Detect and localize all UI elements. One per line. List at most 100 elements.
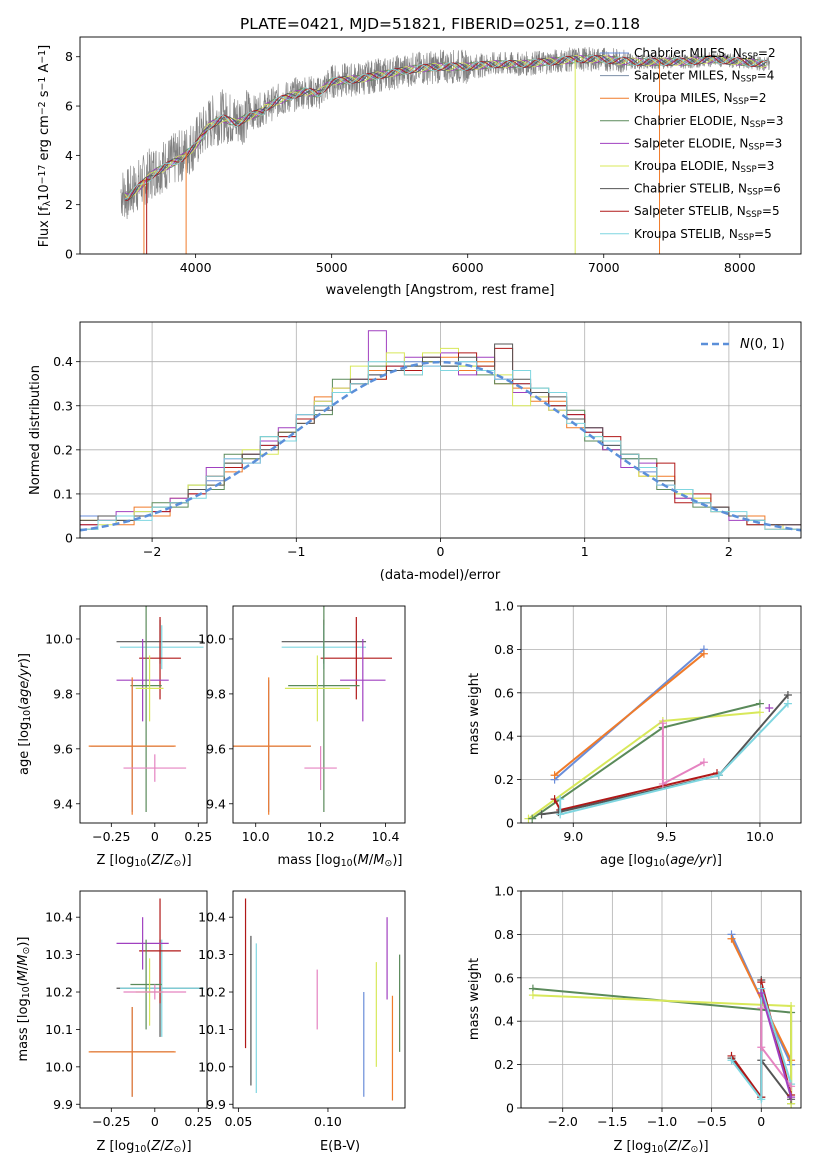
x-tick-label: 8000 xyxy=(724,260,756,275)
label-part: ⊙ xyxy=(691,1144,699,1155)
axes-weight_vs_Z: −2.0 −1.5 −1.0 −0.5 0 0 0.2 0.4 0.6 0.8 1.0 Z [log1… xyxy=(467,884,802,1155)
axes-frame xyxy=(79,890,208,1109)
label-part: M xyxy=(358,853,369,868)
label-part: age [log xyxy=(600,853,653,868)
label-part: 10 xyxy=(341,858,353,869)
y-tick-label: 6 xyxy=(65,99,73,114)
y-tick-label: 9.9 xyxy=(206,1097,226,1112)
axes-frame xyxy=(79,36,802,255)
label-part: Z [log xyxy=(613,1139,651,1154)
weight-line xyxy=(559,702,789,816)
legend-label: Kroupa MILES, NSSP=2 xyxy=(634,91,767,107)
y-tick-label: 8 xyxy=(65,49,73,64)
x-tick-label: 0.05 xyxy=(224,1114,252,1129)
weight-marker xyxy=(757,1004,766,1013)
x-tick-label: 5000 xyxy=(316,260,348,275)
y-tick-label: 0.1 xyxy=(53,486,73,501)
label-part: SSP xyxy=(741,165,757,175)
label-part: mass [log xyxy=(278,853,341,868)
weight-marker xyxy=(755,699,764,708)
label-part: )] xyxy=(181,1139,191,1154)
label-part: ] xyxy=(37,45,52,50)
label-part: −17 xyxy=(37,165,48,185)
label-part: ( xyxy=(16,981,31,986)
y-tick-label: 9.8 xyxy=(206,686,226,701)
label-part: ( xyxy=(665,853,670,868)
weight-marker xyxy=(757,1043,766,1052)
label-part: SSP xyxy=(742,52,758,62)
label-part: Z [log xyxy=(96,1139,134,1154)
label-part: erg cm xyxy=(37,115,52,164)
axes-frame xyxy=(79,605,208,824)
label-part: Chabrier STELIB, N xyxy=(634,182,747,196)
x-tick-label: −1.5 xyxy=(597,1114,627,1129)
x-axis-label: age [log10(age/yr)] xyxy=(600,853,722,869)
weight-marker xyxy=(537,810,546,819)
axes-residuals: −2 −1 0 1 2 0 0.1 0.2 0.3 0.4 N(0, 1) (data-model)/… xyxy=(28,321,802,583)
x-tick-label: 0.10 xyxy=(314,1114,342,1129)
plot-area xyxy=(524,645,792,823)
x-tick-label: 9.0 xyxy=(563,829,583,844)
label-part: )] xyxy=(712,853,722,868)
weight-marker xyxy=(787,1093,796,1102)
label-part: M xyxy=(16,955,31,966)
y-tick-label: 9.6 xyxy=(53,741,73,756)
x-tick-label: 4000 xyxy=(180,260,212,275)
label-part: A xyxy=(37,64,52,77)
y-tick-label: 0 xyxy=(506,816,514,831)
weight-line xyxy=(541,694,789,816)
x-tick-label: 10.0 xyxy=(746,829,774,844)
x-tick-label: −0.5 xyxy=(696,1114,726,1129)
plot-area xyxy=(244,898,401,1101)
x-tick-label: 10.4 xyxy=(372,829,400,844)
weight-line xyxy=(531,702,761,820)
label-part: −1 xyxy=(37,77,48,91)
x-axis-label: Z [log10(Z/Z⊙)] xyxy=(96,1139,191,1155)
label-part: Kroupa STELIB, N xyxy=(634,227,738,241)
weight-line xyxy=(553,652,705,777)
label-part: ( xyxy=(17,705,32,710)
label-part: mass [log xyxy=(16,998,31,1061)
label-part: / xyxy=(369,853,374,868)
model-spectrum xyxy=(124,55,767,202)
model-spectrum xyxy=(124,55,767,201)
plot-area xyxy=(120,47,770,254)
plot-area xyxy=(88,898,204,1097)
label-part: =2 xyxy=(758,46,776,60)
label-part: N xyxy=(740,337,750,352)
y-tick-label: 9.4 xyxy=(53,796,73,811)
y-tick-label: 10.1 xyxy=(45,1022,73,1037)
y-tick-label: 0.3 xyxy=(53,398,73,413)
axes-frame xyxy=(232,890,406,1109)
x-tick-label: −0.25 xyxy=(92,829,130,844)
weight-marker xyxy=(550,771,559,780)
x-tick-label: −2 xyxy=(143,544,161,559)
label-part: 10 xyxy=(653,858,665,869)
weight-marker xyxy=(556,795,565,804)
weight-line xyxy=(553,772,718,812)
label-part: age [log xyxy=(17,722,32,775)
label-part: age/yr xyxy=(17,661,32,704)
x-axis-label: wavelength [Angstrom, rest frame] xyxy=(326,283,555,298)
label-part: ( xyxy=(146,853,151,868)
x-axis-label: Z [log10(Z/Z⊙)] xyxy=(613,1139,708,1155)
weight-marker xyxy=(765,703,774,712)
label-part: Salpeter ELODIE, N xyxy=(634,136,748,150)
y-tick-label: 10.2 xyxy=(45,985,73,1000)
x-axis-label: E(B-V) xyxy=(320,1139,360,1154)
label-part: ⊙ xyxy=(385,858,393,869)
x-tick-label: 0.25 xyxy=(184,1114,212,1129)
label-part: −1 xyxy=(37,50,48,64)
label-part: )] xyxy=(181,853,191,868)
label-part: =5 xyxy=(762,204,780,218)
label-part: Salpeter STELIB, N xyxy=(634,204,746,218)
weight-marker xyxy=(783,699,792,708)
label-part: Z xyxy=(681,1139,692,1154)
label-part: 10 xyxy=(21,986,32,998)
label-part: )] xyxy=(16,937,31,947)
label-part: ( xyxy=(146,1139,151,1154)
label-part: Z xyxy=(150,1139,161,1154)
label-part: )] xyxy=(17,653,32,663)
weight-marker xyxy=(757,988,766,997)
